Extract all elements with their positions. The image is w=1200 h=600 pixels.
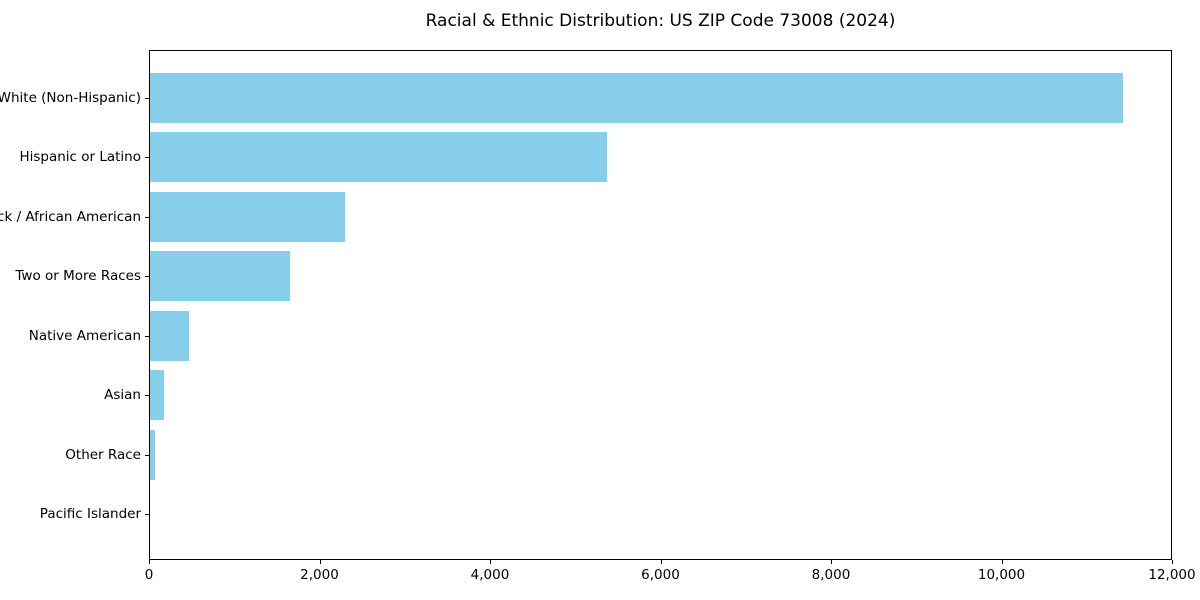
- y-axis-tick: [145, 97, 149, 99]
- bar-rows: White (Non-Hispanic) Hispanic or Latino Bl…: [0, 51, 1171, 559]
- bar: [150, 310, 189, 361]
- y-tick-label: Hispanic or Latino: [19, 149, 141, 166]
- bar: [150, 429, 155, 480]
- x-axis-tick: [149, 560, 150, 564]
- bar-row: Black / African American: [0, 187, 1171, 247]
- y-tick-label: Pacific Islander: [39, 506, 141, 523]
- y-axis-tick: [145, 454, 149, 456]
- bar: [150, 191, 345, 242]
- bar: [150, 72, 1123, 123]
- y-axis-tick: [145, 157, 149, 159]
- y-axis-tick: [145, 276, 149, 278]
- bar: [150, 251, 290, 302]
- bar-row: Two or More Races: [15, 247, 1171, 307]
- bar-row: Pacific Islander: [40, 485, 1171, 545]
- x-axis-tick: [490, 560, 491, 564]
- bar-row: Native American: [29, 306, 1171, 366]
- x-axis: 0 2,000 4,000 6,000 8,000 10,000 12,000: [145, 559, 1196, 589]
- y-axis-tick: [145, 216, 149, 218]
- y-axis-tick: [145, 335, 149, 337]
- y-tick-label: Black / African American: [0, 208, 141, 225]
- bar-row: White (Non-Hispanic): [0, 68, 1171, 128]
- plot-area: White (Non-Hispanic) Hispanic or Latino Bl…: [0, 50, 1172, 560]
- x-tick-label: 12,000: [1148, 567, 1196, 583]
- x-axis-tick: [831, 560, 832, 564]
- y-tick-label: White (Non-Hispanic): [0, 89, 141, 106]
- y-tick-label: Other Race: [65, 446, 141, 463]
- bar: [150, 370, 165, 421]
- x-axis-tick: [660, 560, 662, 564]
- bar: [150, 132, 607, 183]
- y-tick-label: Native American: [28, 327, 141, 344]
- x-tick-label: 2,000: [300, 567, 339, 583]
- bar-row: Hispanic or Latino: [19, 128, 1171, 188]
- bar-row: Asian: [104, 366, 1171, 426]
- x-tick-label: 10,000: [977, 567, 1026, 583]
- x-tick-label: 8,000: [811, 567, 851, 583]
- y-axis-tick: [145, 514, 149, 516]
- x-tick-label: 0: [144, 567, 154, 583]
- x-axis-tick: [1172, 560, 1173, 564]
- y-tick-label: Asian: [104, 387, 141, 404]
- x-axis-tick: [319, 560, 321, 564]
- x-tick-label: 4,000: [470, 567, 510, 583]
- x-axis-tick: [1001, 560, 1003, 564]
- x-tick-label: 6,000: [641, 567, 680, 583]
- bar-row: Other Race: [65, 425, 1171, 485]
- y-axis-tick: [145, 395, 149, 397]
- y-tick-label: Two or More Races: [15, 268, 141, 285]
- chart-title: Racial & Ethnic Distribution: US ZIP Cod…: [425, 11, 896, 31]
